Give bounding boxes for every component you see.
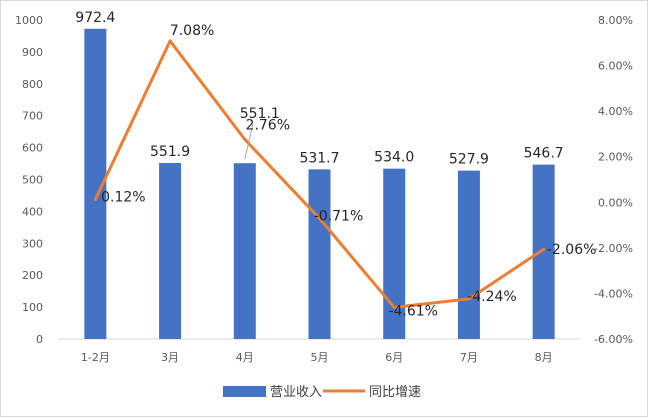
left-tick-label: 300 bbox=[22, 237, 43, 250]
legend: 营业收入 同比增速 bbox=[223, 385, 421, 400]
x-tick-label: 4月 bbox=[236, 351, 254, 364]
left-tick-label: 500 bbox=[22, 174, 43, 187]
line-point bbox=[318, 216, 321, 220]
left-tick-label: 900 bbox=[22, 46, 43, 59]
x-tick-label: 1-2月 bbox=[81, 351, 110, 364]
bar-series bbox=[84, 28, 555, 339]
line-point bbox=[467, 297, 471, 301]
line-point bbox=[542, 247, 546, 251]
line-data-label: -0.71% bbox=[314, 208, 364, 224]
bar-data-label: 531.7 bbox=[299, 150, 339, 166]
left-tick-label: 0 bbox=[36, 333, 43, 346]
legend-label-line: 同比增速 bbox=[369, 385, 421, 400]
line-point bbox=[243, 137, 247, 141]
x-tick-label: 5月 bbox=[311, 351, 329, 364]
bar-data-label: 551.9 bbox=[150, 144, 190, 160]
line-series bbox=[93, 39, 546, 309]
right-tick-label: -6.00% bbox=[594, 333, 633, 346]
right-tick-label: 0.00% bbox=[598, 196, 633, 209]
x-axis-ticks: 1-2月 3月 4月 5月 6月 7月 8月 bbox=[81, 351, 553, 364]
bar bbox=[84, 28, 107, 339]
left-tick-label: 800 bbox=[22, 78, 43, 91]
line-data-label: 2.76% bbox=[246, 117, 290, 133]
line-data-label: -4.61% bbox=[388, 303, 438, 319]
legend-label-bar: 营业收入 bbox=[270, 385, 322, 400]
line-data-label: -4.24% bbox=[467, 289, 517, 305]
x-tick-label: 7月 bbox=[460, 351, 478, 364]
x-tick-label: 6月 bbox=[385, 351, 403, 364]
right-tick-label: -4.00% bbox=[594, 287, 633, 300]
left-tick-label: 1000 bbox=[15, 14, 43, 27]
bar-data-labels: 972.4 551.9 551.1 531.7 534.0 527.9 546.7 bbox=[75, 10, 563, 168]
bar-data-label: 546.7 bbox=[524, 146, 564, 162]
left-tick-label: 100 bbox=[22, 301, 43, 314]
right-tick-label: 4.00% bbox=[598, 105, 633, 118]
left-tick-label: 200 bbox=[22, 269, 43, 282]
bar-data-label: 972.4 bbox=[75, 10, 115, 26]
left-tick-label: 700 bbox=[22, 110, 43, 123]
line-point bbox=[392, 305, 396, 309]
line-point bbox=[168, 39, 172, 43]
bar-data-label: 551.1 bbox=[240, 106, 280, 122]
left-tick-label: 400 bbox=[22, 205, 43, 218]
line-data-label: 0.12% bbox=[101, 190, 145, 206]
right-tick-label: 2.00% bbox=[598, 151, 633, 164]
line-point bbox=[93, 198, 97, 202]
legend-swatch-bar bbox=[223, 386, 266, 397]
left-tick-label: 600 bbox=[22, 142, 43, 155]
bar bbox=[159, 162, 182, 339]
bar bbox=[532, 164, 555, 339]
bar bbox=[383, 168, 406, 339]
bar bbox=[308, 169, 331, 339]
bar-data-label: 534.0 bbox=[374, 150, 414, 166]
right-tick-label: -2.00% bbox=[594, 242, 633, 255]
x-tick-label: 8月 bbox=[535, 351, 553, 364]
line-data-labels: 0.12% 7.08% 2.76% -0.71% -4.61% -4.24% -2.06% bbox=[101, 23, 596, 319]
x-tick-label: 3月 bbox=[161, 351, 179, 364]
leader-line bbox=[244, 124, 254, 160]
right-tick-label: 6.00% bbox=[598, 60, 633, 73]
right-tick-label: 8.00% bbox=[598, 14, 633, 27]
line-data-label: -2.06% bbox=[547, 242, 597, 258]
bar bbox=[233, 163, 256, 339]
bar-data-label: 527.9 bbox=[449, 152, 489, 168]
bar bbox=[457, 170, 480, 339]
right-axis-ticks: -6.00% -4.00% -2.00% 0.00% 2.00% 4.00% 6.00% 8.… bbox=[594, 14, 633, 346]
line-data-label: 7.08% bbox=[170, 23, 214, 39]
left-axis-ticks: 0 100 200 300 400 500 600 700 800 900 1000 bbox=[15, 14, 43, 346]
